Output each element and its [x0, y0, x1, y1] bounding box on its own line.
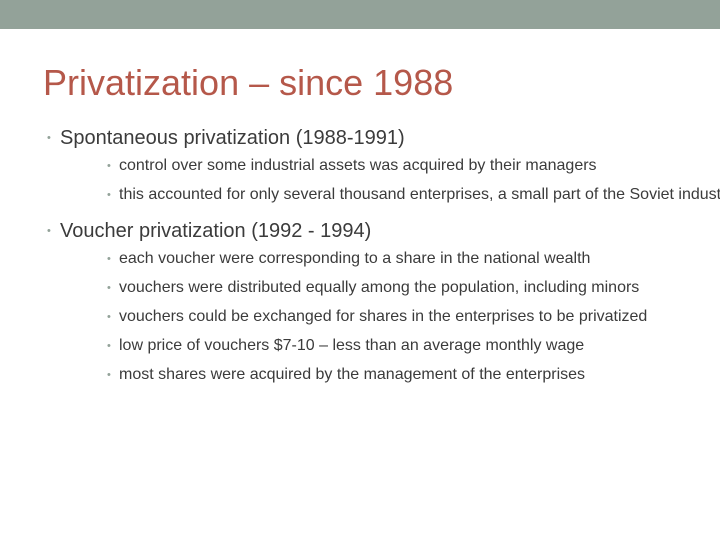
- sub-bullet-text: control over some industrial assets was …: [119, 157, 597, 174]
- sub-bullet-text: this accounted for only several thousand…: [119, 186, 720, 203]
- slide-body: • Spontaneous privatization (1988-1991) …: [20, 126, 720, 395]
- bullet-voucher-privatization: • Voucher privatization (1992 - 1994) • …: [20, 219, 700, 387]
- slide-title: Privatization – since 1988: [43, 62, 454, 103]
- sub-bullet-text: low price of vouchers $7-10 – less than …: [119, 337, 585, 354]
- bullet-dot-icon: •: [47, 132, 51, 144]
- bullet-dot-icon: •: [107, 369, 111, 381]
- bullet-dot-icon: •: [107, 189, 111, 201]
- sub-bullet-text: vouchers were distributed equally among …: [119, 279, 640, 296]
- sub-bullet-item: • most shares were acquired by the manag…: [60, 363, 700, 387]
- sub-bullet-item: • vouchers could be exchanged for shares…: [60, 305, 719, 329]
- sub-bullet-item: • control over some industrial assets wa…: [60, 154, 700, 178]
- bullet-dot-icon: •: [107, 311, 111, 323]
- section-heading: Voucher privatization (1992 - 1994): [60, 220, 372, 242]
- sub-bullet-item: • low price of vouchers $7-10 – less tha…: [60, 334, 700, 358]
- bullet-dot-icon: •: [47, 225, 51, 237]
- sub-bullet-list: • control over some industrial assets wa…: [60, 154, 720, 207]
- sub-bullet-item: • vouchers were distributed equally amon…: [60, 276, 720, 300]
- sub-bullet-text: each voucher were corresponding to a sha…: [119, 250, 591, 267]
- bullet-spontaneous-privatization: • Spontaneous privatization (1988-1991) …: [20, 126, 720, 207]
- top-color-band: [0, 0, 720, 29]
- bullet-dot-icon: •: [107, 253, 111, 265]
- sub-bullet-item: • each voucher were corresponding to a s…: [60, 247, 700, 271]
- sub-bullet-item: • this accounted for only several thousa…: [60, 183, 720, 207]
- bullet-dot-icon: •: [107, 160, 111, 172]
- sub-bullet-list: • each voucher were corresponding to a s…: [60, 247, 700, 387]
- bullet-dot-icon: •: [107, 340, 111, 352]
- sub-bullet-text: most shares were acquired by the managem…: [119, 366, 586, 383]
- sub-bullet-text: vouchers could be exchanged for shares i…: [119, 308, 648, 325]
- bullet-dot-icon: •: [107, 282, 111, 294]
- section-heading: Spontaneous privatization (1988-1991): [60, 127, 405, 149]
